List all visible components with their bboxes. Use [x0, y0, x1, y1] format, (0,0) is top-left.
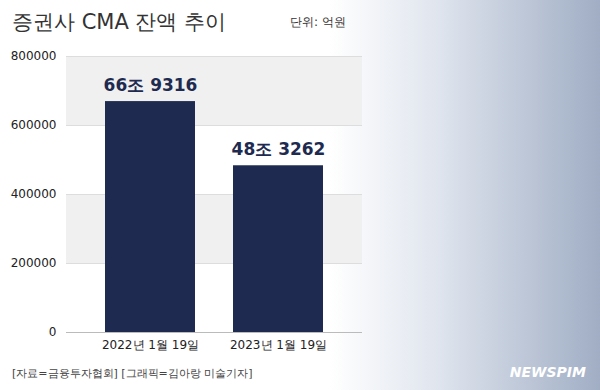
svg-text:48조 3262: 48조 3262 — [232, 139, 326, 159]
svg-text:400000: 400000 — [11, 187, 57, 201]
svg-text:200000: 200000 — [11, 256, 57, 270]
svg-text:2022년 1월 19일: 2022년 1월 19일 — [102, 338, 199, 352]
html-text:단위: 억원: 단위: 억원 — [290, 15, 346, 29]
html-text:[자료=금융투자협회] [그래픽=김아랑 미술기자]: [자료=금융투자협회] [그래픽=김아랑 미술기자] — [12, 367, 253, 380]
html-text:NEWSPIM: NEWSPIM — [509, 364, 586, 380]
svg-text:600000: 600000 — [11, 118, 57, 132]
svg-text:0: 0 — [49, 325, 57, 339]
svg-text:2023년 1월 19일: 2023년 1월 19일 — [230, 338, 327, 352]
svg-text:800000: 800000 — [11, 49, 57, 63]
html-text:증권사 CMA 잔액 추이: 증권사 CMA 잔액 추이 — [12, 10, 227, 34]
svg-text:66조 9316: 66조 9316 — [104, 75, 198, 95]
